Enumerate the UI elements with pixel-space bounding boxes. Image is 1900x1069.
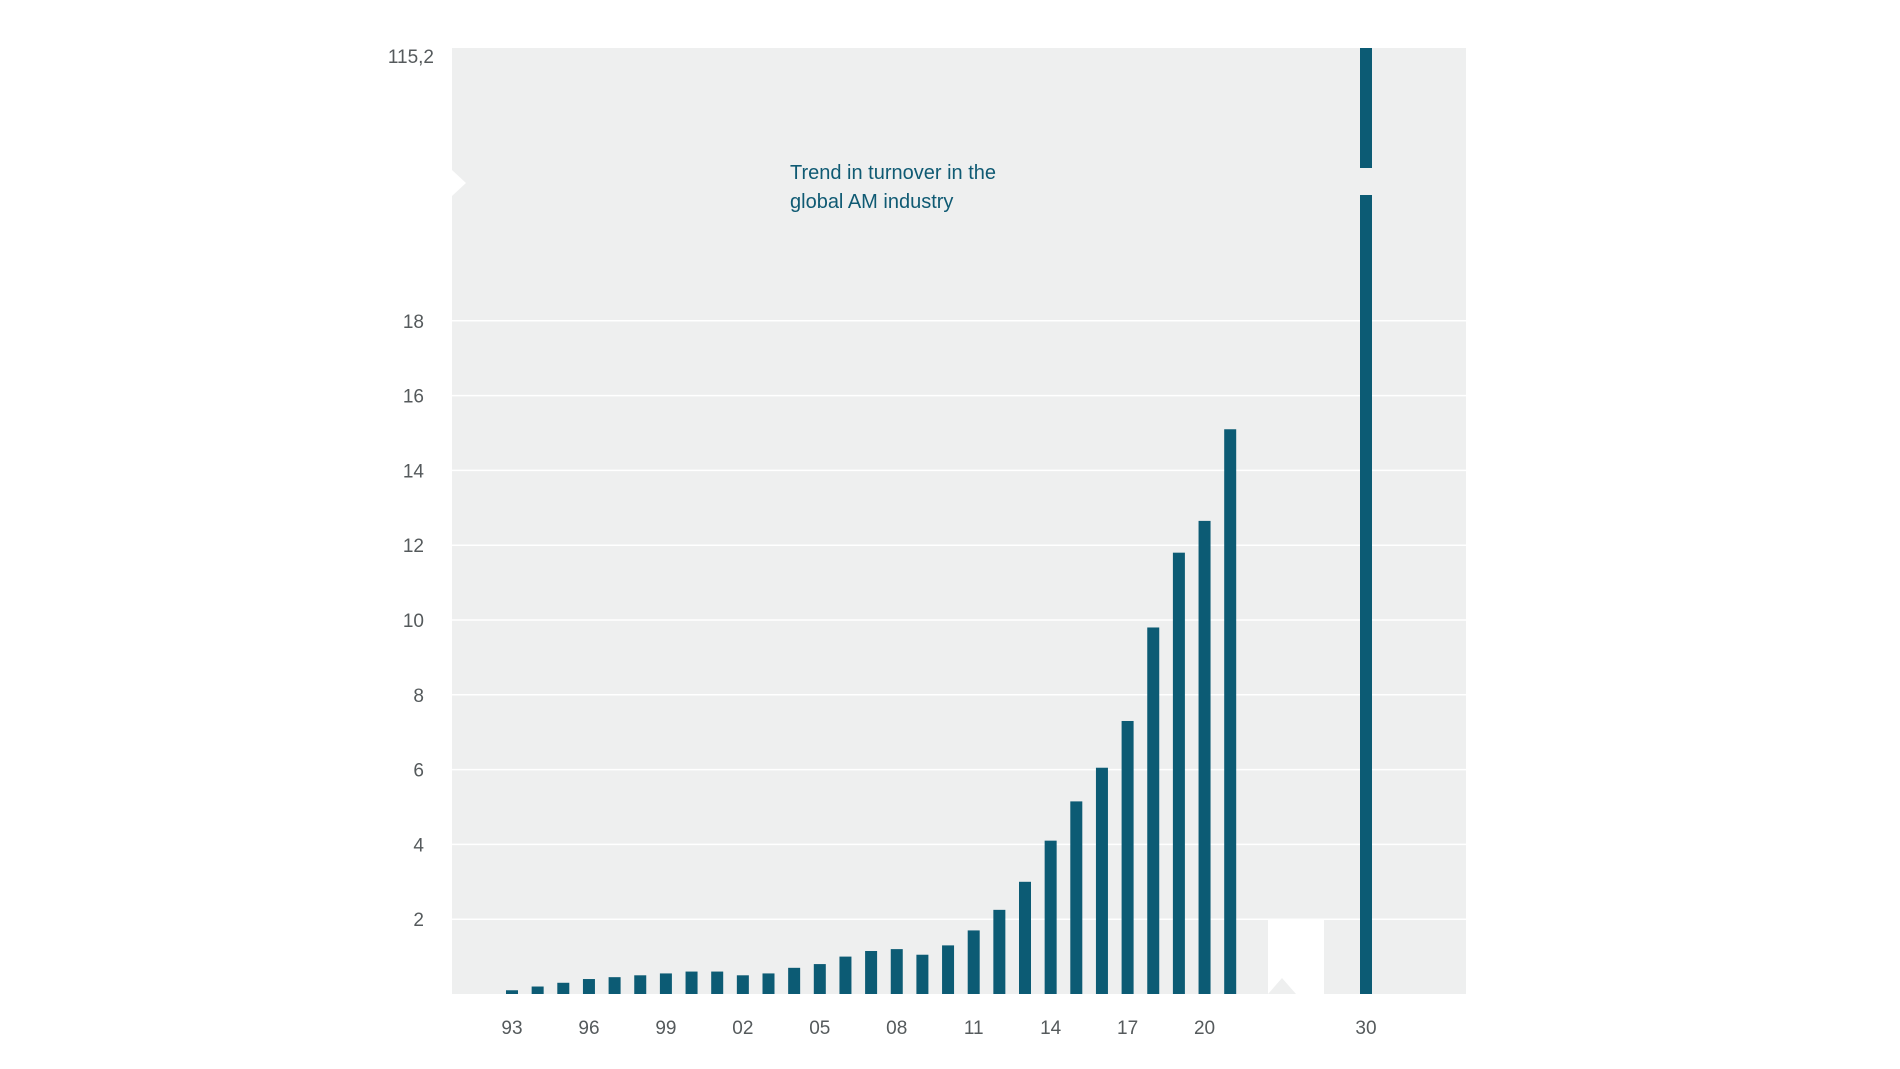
- bar: [736, 975, 749, 994]
- bar: [865, 950, 878, 994]
- bar: [1198, 520, 1211, 994]
- y-axis-break-label: 115,2: [388, 47, 434, 68]
- x-tick-label: 02: [732, 1018, 753, 1039]
- bar: [1070, 801, 1083, 994]
- bar: [557, 982, 570, 994]
- bar: [634, 975, 647, 994]
- axis-break-notch: [452, 170, 466, 196]
- bar: [1095, 767, 1108, 994]
- y-tick-label: 16: [403, 387, 424, 408]
- bar: [916, 954, 929, 994]
- bar: [1147, 627, 1160, 994]
- bar-top-segment: [1360, 48, 1372, 168]
- y-axis-tick-labels: 2 4 6 8 10 12 14 16 18: [403, 312, 425, 931]
- x-tick-label: 99: [655, 1018, 676, 1039]
- y-tick-label: 2: [413, 910, 424, 931]
- bar: [839, 956, 852, 994]
- bar: [967, 930, 980, 994]
- bar: [1121, 720, 1134, 994]
- plot-background: [452, 48, 1466, 995]
- bar: [1172, 552, 1185, 994]
- bars: [506, 48, 1372, 994]
- y-tick-label: 6: [413, 761, 424, 782]
- y-tick-label: 4: [413, 835, 424, 856]
- x-tick-label: 08: [886, 1018, 907, 1039]
- x-tick-label: 93: [501, 1018, 522, 1039]
- x-tick-label: 05: [809, 1018, 830, 1039]
- bar: [582, 979, 595, 994]
- chart-title-line-1: Trend in turnover in the: [790, 162, 996, 184]
- bar: [813, 964, 826, 994]
- bar: [1224, 429, 1237, 994]
- plot-area: [452, 48, 1466, 994]
- x-tick-label: 11: [964, 1018, 984, 1039]
- y-tick-label: 18: [403, 312, 424, 333]
- axis-gap: [1268, 920, 1324, 995]
- bar: [788, 967, 801, 994]
- y-tick-label: 8: [413, 686, 424, 707]
- bar: [685, 971, 698, 994]
- bar: [1019, 881, 1031, 994]
- x-axis-tick-labels: 93 96 99 02 05 08 11 14 17 20 30: [501, 1018, 1376, 1039]
- x-tick-label: 14: [1040, 1018, 1062, 1039]
- x-tick-label: 20: [1194, 1018, 1215, 1039]
- x-tick-label: 17: [1117, 1018, 1138, 1039]
- bar: [608, 977, 621, 994]
- x-tick-label: 30: [1355, 1018, 1376, 1039]
- bar: [506, 990, 518, 994]
- axis-gap-notch: [1268, 978, 1296, 994]
- bar: [531, 986, 544, 994]
- x-tick-label: 96: [578, 1018, 599, 1039]
- gridlines: [452, 320, 1466, 920]
- y-tick-label: 12: [403, 536, 424, 557]
- bar: [1360, 195, 1372, 994]
- bar: [942, 945, 955, 994]
- chart-title-line-2: global AM industry: [790, 191, 953, 213]
- bar: [762, 973, 775, 994]
- y-tick-label: 14: [403, 461, 425, 482]
- bar: [890, 949, 903, 994]
- bar: [659, 973, 672, 994]
- y-tick-label: 10: [403, 611, 424, 632]
- bar: [1044, 840, 1057, 994]
- bar: [711, 971, 724, 994]
- bar: [993, 909, 1006, 994]
